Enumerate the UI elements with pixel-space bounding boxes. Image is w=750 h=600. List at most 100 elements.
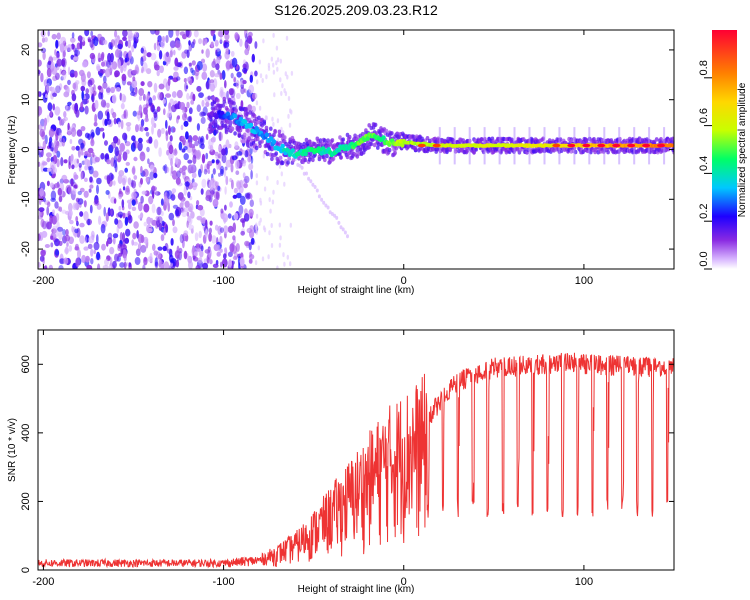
spectrogram-noise-cell xyxy=(141,190,147,195)
colorbar-tick-label: 0.6 xyxy=(698,108,710,123)
spectrogram-noise-cell xyxy=(97,263,101,269)
spectrogram-noise-cell xyxy=(275,45,279,51)
spectrogram-noise-cell xyxy=(163,108,166,116)
spectrogram-noise-cell xyxy=(59,132,63,141)
spectrogram-noise-cell xyxy=(188,107,193,115)
spectrogram-ridge-cell xyxy=(365,136,370,141)
spectrogram-noise-cell xyxy=(219,36,223,44)
spectrogram-noise-cell xyxy=(143,256,148,266)
spectrogram-signal-halo xyxy=(311,157,315,163)
snr-y-ticks: 0 200 400 600 xyxy=(20,355,674,573)
spectrogram-noise-cell xyxy=(188,203,194,213)
spectrogram-noise-cell xyxy=(170,194,176,201)
spectrogram-ridge-cell xyxy=(243,119,248,125)
spectrogram-noise-cell xyxy=(191,172,197,179)
spectrogram-noise-cell xyxy=(172,127,176,133)
spectrogram-noise-cell xyxy=(196,123,200,131)
spectrogram-noise-cell xyxy=(127,214,133,224)
spectrogram-noise-cell xyxy=(281,83,284,89)
spectrogram-noise-cell xyxy=(44,36,48,43)
spectrogram-noise-cell xyxy=(242,79,247,85)
spectrogram-noise-cell xyxy=(54,106,61,116)
spectrogram-noise-cell xyxy=(221,148,226,156)
spectrogram-noise-cell xyxy=(184,181,190,187)
spectrogram-noise-cell xyxy=(130,91,136,97)
spectrogram-noise-cell xyxy=(71,32,75,39)
spectrogram-noise-cell xyxy=(145,176,149,183)
spectrogram-noise-cell xyxy=(84,236,88,244)
spectrogram-noise-cell xyxy=(168,151,174,161)
spectrogram-noise-cell xyxy=(231,57,238,68)
spectrogram-noise-cell xyxy=(148,97,153,106)
spectrogram-signal-halo xyxy=(255,136,260,142)
spectrogram-noise-cell xyxy=(79,222,85,228)
spectrogram-noise-cell xyxy=(156,70,160,77)
spectrogram-noise-cell xyxy=(81,90,84,101)
spectrogram-signal-halo xyxy=(229,126,233,132)
spectrogram-noise-cell xyxy=(156,44,161,52)
spectrogram-x-axis-title: Height of straight line (km) xyxy=(298,285,415,296)
spectrogram-noise-cell xyxy=(199,111,206,117)
spectrogram-noise-cell xyxy=(50,147,54,152)
spectrogram-noise-cell xyxy=(174,250,180,259)
spectrogram-signal-halo xyxy=(265,151,270,157)
spectrogram-noise-cell xyxy=(76,220,79,227)
spectrogram-noise-cell xyxy=(89,39,94,48)
spectrogram-signal-halo xyxy=(273,128,277,134)
colorbar-gradient xyxy=(712,30,737,269)
spectrogram-noise-cell xyxy=(122,186,126,191)
spectrogram-noise-cell xyxy=(123,261,127,269)
spectrogram-noise-cell xyxy=(146,216,152,225)
spectrogram-noise-cell xyxy=(153,112,158,122)
spectrogram-noise-cell xyxy=(270,223,273,228)
spectrogram-noise-cell xyxy=(287,113,290,119)
spectrogram-noise-cell xyxy=(96,177,102,185)
spectrogram-noise-cell xyxy=(50,164,55,175)
spectrogram-noise-cell xyxy=(161,220,165,227)
spectrogram-noise-cell xyxy=(87,218,91,226)
spectrogram-noise-cell xyxy=(225,139,230,150)
spectrogram-noise-cell xyxy=(223,225,229,234)
spectrogram-noise-cell xyxy=(115,49,120,58)
spectrogram-peak-cell xyxy=(642,143,651,148)
spectrogram-noise-cell xyxy=(56,150,61,158)
colorbar-tick-label: 0.8 xyxy=(698,60,710,75)
spectrogram-noise-cell xyxy=(157,128,162,138)
spectrogram-noise-cell xyxy=(38,70,41,75)
spectrogram-noise-cell xyxy=(70,37,76,43)
spectrogram-noise-cell xyxy=(93,36,99,47)
spectrogram-noise-cell xyxy=(140,47,144,54)
spectrogram-noise-cell xyxy=(81,79,87,87)
spectrogram-noise-cell xyxy=(38,59,42,67)
spectrogram-signal-halo xyxy=(270,156,274,162)
spectrogram-noise-cell xyxy=(56,32,61,40)
spectrogram-noise-cell xyxy=(259,73,263,79)
spectrogram-noise-cell xyxy=(125,40,129,47)
spectrogram-noise-cell xyxy=(287,96,291,101)
spectrogram-noise-cell xyxy=(132,69,138,74)
spectrogram-noise-cell xyxy=(170,171,173,177)
spectrogram-noise-cell xyxy=(133,156,138,162)
spectrogram-noise-cell xyxy=(174,57,179,67)
spectrogram-noise-cell xyxy=(104,258,109,266)
spectrogram-noise-cell xyxy=(90,95,94,101)
spectrogram-noise-cell xyxy=(193,30,199,38)
spectrogram-noise-cell xyxy=(254,260,258,266)
spectrogram-noise-cell xyxy=(83,211,89,221)
spectrogram-noise-cell xyxy=(113,155,118,164)
spectrogram-noise-cell xyxy=(210,30,215,37)
spectrogram-noise-cell xyxy=(73,174,79,180)
spectrogram-noise-cell xyxy=(42,140,47,150)
spectrogram-signal-halo xyxy=(369,141,374,147)
spectrogram-noise-cell xyxy=(162,35,165,43)
spectrogram-noise-cell xyxy=(121,199,125,208)
spectrogram-noise-cell xyxy=(79,187,85,193)
spectrogram-noise-cell xyxy=(94,113,98,124)
spectrogram-noise-cell xyxy=(69,219,74,225)
spectrogram-noise-cell xyxy=(227,225,234,233)
spectrogram-noise-cell xyxy=(109,246,115,255)
spectrogram-noise-cell xyxy=(275,60,278,66)
spectrogram-noise-cell xyxy=(238,204,244,215)
spectrogram-noise-cell xyxy=(127,177,132,185)
spectrogram-noise-cell xyxy=(154,64,160,71)
